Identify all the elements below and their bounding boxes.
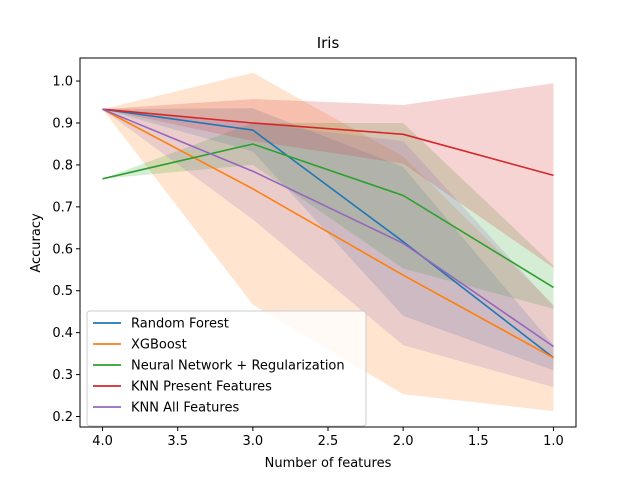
y-tick-label: 0.8	[52, 158, 73, 173]
confidence-band-0	[102, 108, 554, 371]
x-tick-label: 4.0	[92, 434, 113, 449]
legend-label: KNN Present Features	[131, 380, 272, 395]
series-line-2	[102, 143, 554, 289]
series-line-1	[102, 108, 554, 359]
x-tick-label: 3.5	[167, 434, 188, 449]
y-tick-label: 0.4	[52, 326, 73, 341]
x-tick-label: 2.0	[393, 434, 414, 449]
chart-title: Iris	[317, 34, 340, 52]
y-tick-label: 0.6	[52, 242, 73, 257]
confidence-band-1	[102, 72, 554, 412]
x-tick-label: 1.0	[543, 434, 564, 449]
legend-label: KNN All Features	[131, 401, 239, 416]
y-tick-label: 0.9	[52, 116, 73, 131]
y-tick-label: 0.3	[52, 368, 73, 383]
y-tick-label: 0.7	[52, 200, 73, 215]
confidence-band-3	[102, 83, 554, 268]
legend-label: Random Forest	[131, 317, 229, 332]
y-axis-label: Accuracy	[29, 213, 44, 273]
confidence-bands	[102, 72, 554, 412]
series-line-0	[102, 108, 554, 359]
legend-label: XGBoost	[131, 338, 187, 353]
legend: Random Forest XGBoost Neural Network + Reg…	[86, 310, 367, 427]
legend-box	[86, 310, 367, 427]
series-line-4	[102, 108, 554, 348]
series-lines	[102, 108, 554, 359]
confidence-band-4	[102, 109, 554, 388]
x-tick-label: 1.5	[468, 434, 489, 449]
series-line-3	[102, 108, 554, 177]
x-tick-label: 2.5	[318, 434, 339, 449]
legend-label: Neural Network + Regularization	[131, 359, 345, 374]
x-tick-label: 3.0	[243, 434, 264, 449]
x-axis-label: Number of features	[265, 456, 392, 471]
y-axis-ticks: 0.2 0.3 0.4 0.5 0.6 0.7 0.8 0.9 1.0	[52, 75, 80, 425]
y-tick-label: 0.5	[52, 284, 73, 299]
y-tick-label: 0.2	[52, 410, 73, 425]
y-tick-label: 1.0	[52, 75, 73, 90]
confidence-band-2	[102, 123, 554, 309]
x-axis-ticks: 4.0 3.5 3.0 2.5 2.0 1.5 1.0	[92, 427, 564, 449]
